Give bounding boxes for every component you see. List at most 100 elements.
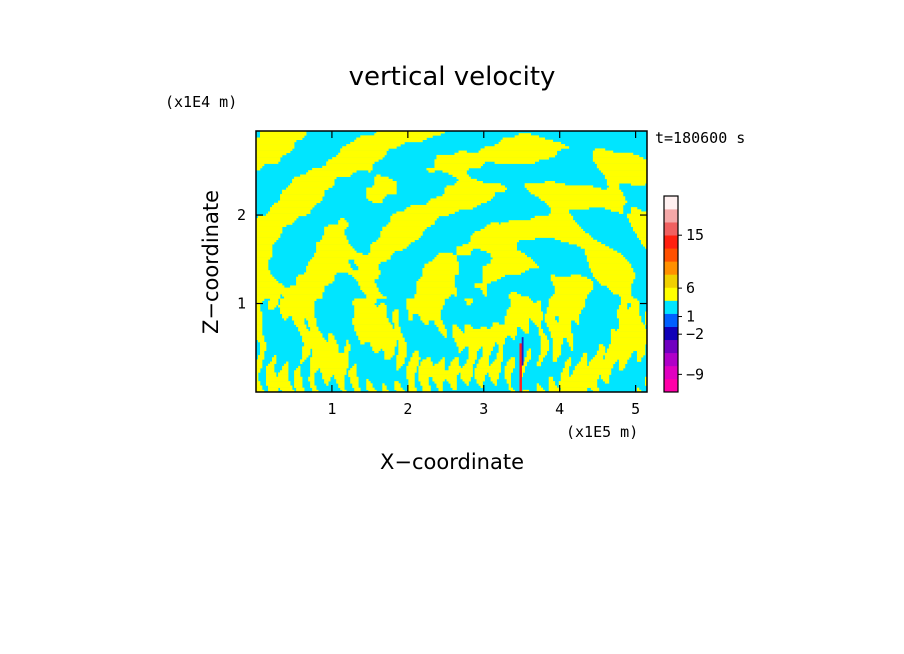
field-updraft-band [552,281,594,284]
field-updraft-band [346,339,349,343]
field-updraft-band [606,348,646,351]
field-updraft-band [436,324,445,328]
field-updraft-band [352,383,359,386]
updraft-core [519,343,522,392]
field-updraft-band [270,361,277,365]
field-updraft-band [510,357,515,360]
field-updraft-band [260,352,265,356]
field-updraft-band [294,322,305,325]
field-updraft-band [370,248,403,251]
field-updraft-band [424,322,429,325]
field-updraft-band [538,333,546,336]
field-updraft-band [256,248,273,251]
field-updraft-band [366,194,387,197]
field-updraft-band [380,235,421,238]
field-updraft-band [482,272,521,275]
field-updraft-band [490,376,499,380]
field-updraft-band [310,385,317,388]
field-updraft-band [520,370,525,373]
field-updraft-band [406,307,443,310]
field-updraft-band [408,318,413,321]
field-updraft-band [272,359,277,362]
field-updraft-band [478,361,489,365]
field-updraft-band [574,320,580,323]
field-updraft-band [374,181,397,184]
field-updraft-band [404,209,459,212]
field-updraft-band [408,385,415,388]
field-updraft-band [458,150,467,154]
field-updraft-band [354,311,387,314]
field-updraft-band [420,383,429,386]
field-updraft-band [442,333,447,336]
field-updraft-band [260,344,267,347]
field-updraft-band [636,387,640,391]
field-updraft-band [266,368,275,371]
field-updraft-band [490,326,517,330]
field-updraft-band [336,381,345,384]
field-updraft-band [418,370,473,373]
field-updraft-band [618,211,624,214]
field-updraft-band [408,361,419,365]
field-updraft-band [396,389,405,392]
y-tick-label: 1 [237,295,246,313]
field-updraft-band [370,250,395,254]
field-updraft-band [540,339,550,343]
field-updraft-band [256,374,259,378]
field-updraft-band [258,357,265,360]
field-updraft-band [484,294,487,297]
field-updraft-band [420,318,441,321]
field-updraft-band [322,165,373,169]
field-updraft-band [468,241,517,245]
field-updraft-band [420,363,433,367]
field-updraft-band [438,328,447,332]
field-updraft-band [482,350,491,354]
field-updraft-band [354,328,401,332]
field-updraft-band [546,309,582,312]
field-updraft-band [550,276,588,280]
field-updraft-band [468,348,479,351]
field-updraft-band [636,233,647,236]
field-updraft-band [308,376,315,380]
field-updraft-band [256,144,295,147]
field-updraft-band [594,161,647,164]
field-updraft-band [524,183,566,186]
field-updraft-band [644,376,647,380]
field-updraft-band [256,370,261,373]
field-updraft-band [256,372,259,375]
field-updraft-band [290,285,325,288]
field-updraft-band [536,389,546,392]
field-updraft-band [464,331,517,334]
field-updraft-band [534,215,574,219]
field-updraft-band [298,274,335,278]
field-updraft-band [636,359,642,362]
field-updraft-band [628,220,647,223]
field-updraft-band [548,387,560,391]
field-updraft-band [452,328,461,332]
field-updraft-band [356,331,401,334]
field-updraft-band [466,300,473,304]
field-updraft-band [334,374,345,378]
field-updraft-band [536,300,542,304]
field-updraft-band [300,359,305,362]
field-updraft-band [540,344,550,347]
field-updraft-band [574,368,612,371]
field-updraft-band [294,378,303,382]
field-updraft-band [256,313,263,317]
y-axis-label: Z−coordinate [199,190,223,334]
colorbar-label: −9 [686,365,704,383]
field-updraft-band [310,372,315,375]
field-updraft-band [256,137,303,140]
field-updraft-band [538,328,544,332]
field-updraft-band [540,341,550,345]
field-updraft-band [256,315,263,319]
field-updraft-band [366,196,385,199]
field-updraft-band [522,389,529,392]
field-updraft-band [370,246,407,249]
field-updraft-band [618,361,628,365]
field-updraft-band [518,133,531,136]
field-updraft-band [380,231,423,234]
field-updraft-band [256,333,263,336]
field-updraft-band [506,361,515,365]
field-updraft-band [300,174,351,177]
field-updraft-band [414,350,419,354]
